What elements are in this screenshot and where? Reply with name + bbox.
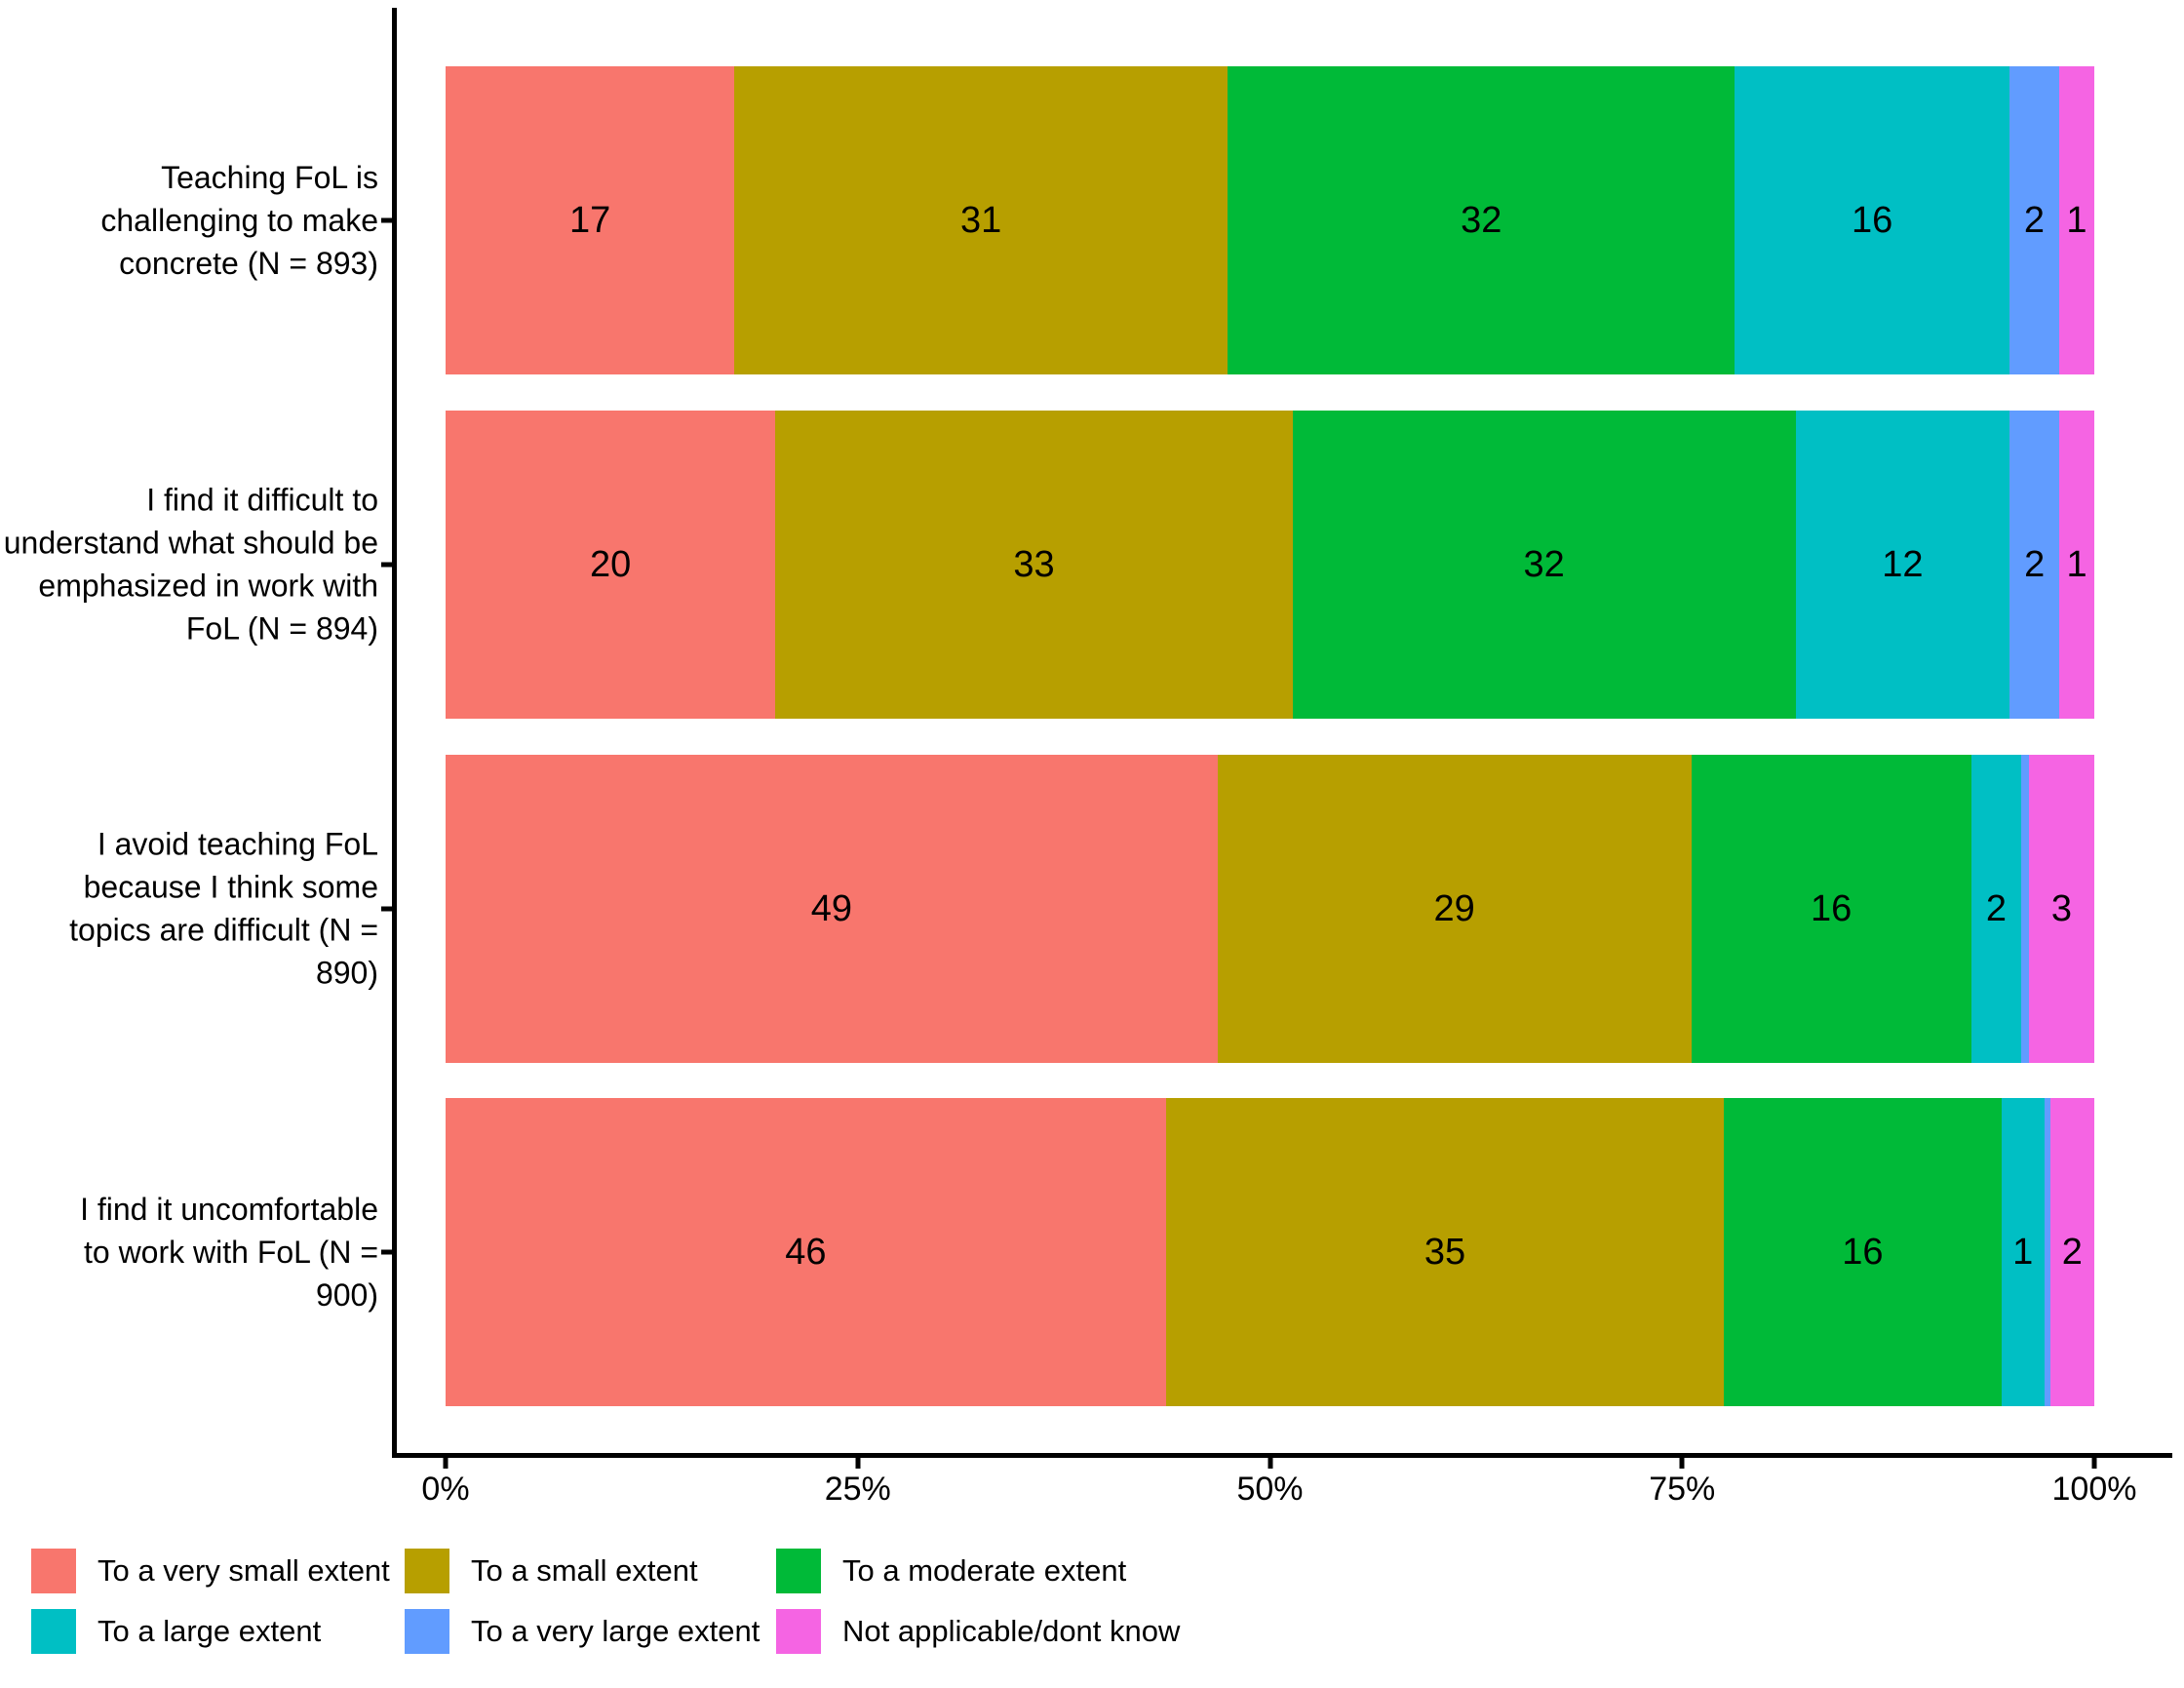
y-axis-tick [381, 562, 392, 568]
bar-row: 17 31 32 16 2 1 [446, 66, 2095, 374]
bar-segment: 16 [1724, 1098, 2002, 1406]
bar-segment: 16 [1735, 66, 2009, 374]
x-axis-tick [1679, 1458, 1685, 1469]
bar-segment-value: 1 [2066, 544, 2087, 585]
x-axis-tick-label: 25% [824, 1471, 891, 1508]
legend-item: To a small extent [405, 1549, 776, 1593]
bar-segment-value: 33 [1013, 544, 1055, 585]
legend-swatch [405, 1549, 449, 1593]
legend-swatch [31, 1549, 76, 1593]
bar-segment: 2 [2049, 1098, 2094, 1406]
x-axis-tick-label: 75% [1649, 1471, 1716, 1508]
y-axis-tick [381, 1249, 392, 1255]
x-axis-tick [855, 1458, 861, 1469]
bar-segment: 20 [446, 411, 776, 719]
legend-item: To a large extent [31, 1609, 405, 1654]
bar-segment-value: 16 [1810, 888, 1852, 929]
legend-label: To a moderate extent [842, 1553, 1127, 1588]
bar-segment-value: 3 [2050, 888, 2073, 929]
bar-segment: 32 [1292, 411, 1796, 719]
legend-item: To a moderate extent [776, 1549, 1180, 1593]
bar-segment: 16 [1691, 755, 1971, 1063]
bar-segment-value: 32 [1461, 200, 1502, 241]
bar-row: 49 29 16 2 3 [446, 755, 2094, 1063]
x-axis-tick [1268, 1458, 1272, 1469]
bar-segment-value: 20 [589, 544, 632, 585]
bar-row: 20 33 32 12 2 1 [446, 411, 2094, 719]
y-axis-line [392, 8, 397, 1458]
legend-label: To a large extent [98, 1614, 322, 1648]
bar-segment-value: 1 [2066, 200, 2087, 241]
bar-segment: 1 [2058, 66, 2095, 374]
bar-segment-value: 2 [2023, 200, 2045, 241]
bar-segment: 17 [446, 66, 735, 374]
bar-segment: 49 [446, 755, 1218, 1063]
legend-label: To a small extent [471, 1553, 698, 1588]
bar-segment: 1 [2059, 411, 2094, 719]
legend-label: Not applicable/dont know [842, 1614, 1181, 1648]
legend-swatch [776, 1549, 821, 1593]
bar-segment: 1 [2001, 1098, 2045, 1406]
bar-segment-value: 32 [1523, 544, 1565, 585]
bar-segment: 32 [1227, 66, 1736, 374]
bar-segment: 2 [1970, 755, 2022, 1063]
y-axis-label: I avoid teaching FoL because I think som… [69, 826, 378, 992]
bar-segment-value: 31 [960, 200, 1002, 241]
bar-segment-value: 16 [1842, 1232, 1884, 1273]
bar-segment: 3 [2028, 755, 2094, 1063]
bar-segment-value: 12 [1882, 544, 1924, 585]
bar-segment-value: 16 [1852, 200, 1893, 241]
bar-segment-value: 29 [1433, 888, 1475, 929]
legend-swatch [31, 1609, 76, 1654]
legend-swatch [405, 1609, 449, 1654]
legend: To a very small extent To a small extent T… [31, 1549, 1180, 1654]
x-axis-tick [2091, 1458, 2097, 1469]
bar-segment-value: 46 [785, 1232, 827, 1273]
legend-item: Not applicable/dont know [776, 1609, 1180, 1654]
x-axis-tick-label: 0% [421, 1471, 470, 1508]
x-axis-tick [443, 1458, 448, 1469]
y-axis-tick [381, 217, 392, 223]
y-axis-label: I find it difficult to understand what s… [3, 482, 378, 648]
bar-segment-value: 1 [2012, 1232, 2034, 1273]
y-axis-label: I find it uncomfortable to work with FoL… [80, 1191, 378, 1314]
x-axis-tick-label: 100% [2051, 1471, 2137, 1508]
bar-segment-value: 2 [2061, 1232, 2083, 1273]
bar-segment: 35 [1165, 1098, 1725, 1406]
y-axis-tick [381, 906, 392, 912]
legend-swatch [776, 1609, 821, 1654]
legend-label: To a very small extent [98, 1553, 390, 1588]
bar-segment: 31 [734, 66, 1228, 374]
bar-segment-value: 2 [2024, 544, 2046, 585]
bar-segment [2044, 1098, 2050, 1406]
bar-row: 46 35 16 1 2 [446, 1098, 2094, 1406]
legend-item: To a very large extent [405, 1609, 776, 1654]
y-axis-label: Teaching FoL is challenging to make conc… [100, 159, 378, 282]
bar-segment: 46 [446, 1098, 1166, 1406]
bar-segment: 33 [775, 411, 1293, 719]
legend-label: To a very large extent [471, 1614, 760, 1648]
bar-segment-value: 2 [1985, 888, 2008, 929]
x-axis-tick-label: 50% [1236, 1471, 1304, 1508]
bar-segment-value: 17 [569, 200, 611, 241]
bar-segment: 2 [2008, 66, 2059, 374]
x-axis-line [392, 1453, 2172, 1458]
bar-segment-value: 35 [1424, 1232, 1466, 1273]
bar-segment: 2 [2009, 411, 2060, 719]
legend-item: To a very small extent [31, 1549, 405, 1593]
bar-segment: 29 [1217, 755, 1692, 1063]
bar-segment [2021, 755, 2029, 1063]
bar-segment-value: 49 [810, 888, 853, 929]
bar-segment: 12 [1795, 411, 2010, 719]
